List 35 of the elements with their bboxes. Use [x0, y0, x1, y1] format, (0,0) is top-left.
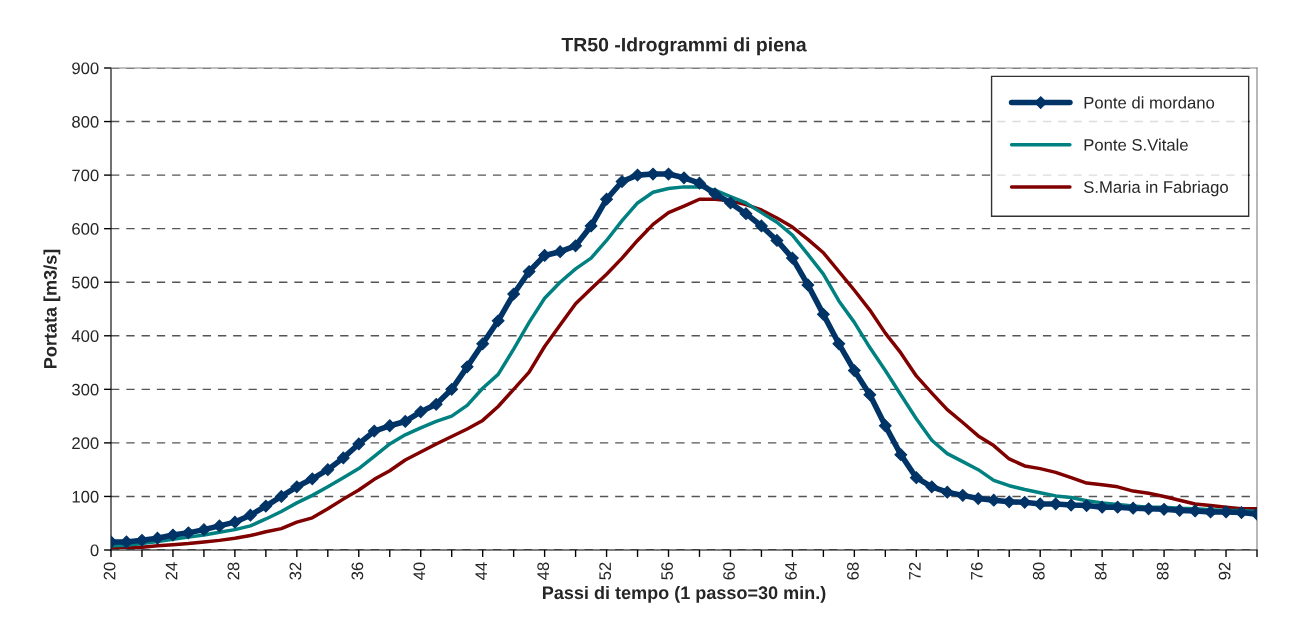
- y-tick-label: 0: [90, 544, 99, 557]
- x-tick-label: 48: [537, 562, 550, 580]
- y-tick-label: 500: [72, 276, 99, 289]
- x-tick-label: 40: [413, 562, 426, 580]
- x-tick-label: 56: [661, 562, 673, 580]
- y-tick-label: 200: [72, 437, 99, 450]
- x-tick-label: 28: [227, 562, 240, 580]
- legend-label: Ponte S.Vitale: [1084, 138, 1188, 151]
- y-tick-label: 100: [72, 490, 99, 503]
- y-tick-label: 900: [72, 62, 99, 75]
- y-tick-label: 600: [72, 223, 99, 235]
- y-tick-label: 300: [72, 383, 99, 396]
- y-tick-label: 800: [72, 115, 99, 128]
- x-tick-label: 44: [475, 562, 487, 580]
- x-tick-label: 52: [599, 562, 612, 580]
- y-axis-title: Portata [m3/s]: [43, 249, 61, 368]
- y-tick-label: 700: [72, 169, 99, 182]
- x-axis-title: Passi di tempo (1 passo=30 min.): [542, 585, 826, 603]
- x-tick-label: 60: [723, 562, 735, 580]
- x-tick-label: 64: [785, 562, 797, 580]
- legend-label: S.Maria in Fabriago: [1084, 180, 1228, 197]
- y-tick-label: 400: [71, 330, 99, 342]
- legend-label: Ponte di mordano: [1084, 96, 1215, 109]
- x-tick-label: 92: [1218, 562, 1231, 580]
- x-tick-label: 76: [970, 562, 983, 580]
- chart-title: TR50 -Idrogrammi di piena: [561, 37, 807, 56]
- x-tick-label: 84: [1094, 562, 1107, 580]
- x-tick-label: 20: [103, 562, 116, 580]
- x-tick-label: 68: [847, 562, 859, 580]
- x-tick-label: 36: [351, 562, 364, 580]
- x-tick-label: 88: [1156, 562, 1169, 580]
- x-tick-label: 80: [1032, 562, 1045, 580]
- x-tick-label: 32: [289, 562, 302, 580]
- x-tick-label: 72: [908, 562, 921, 580]
- x-tick-label: 24: [165, 562, 178, 580]
